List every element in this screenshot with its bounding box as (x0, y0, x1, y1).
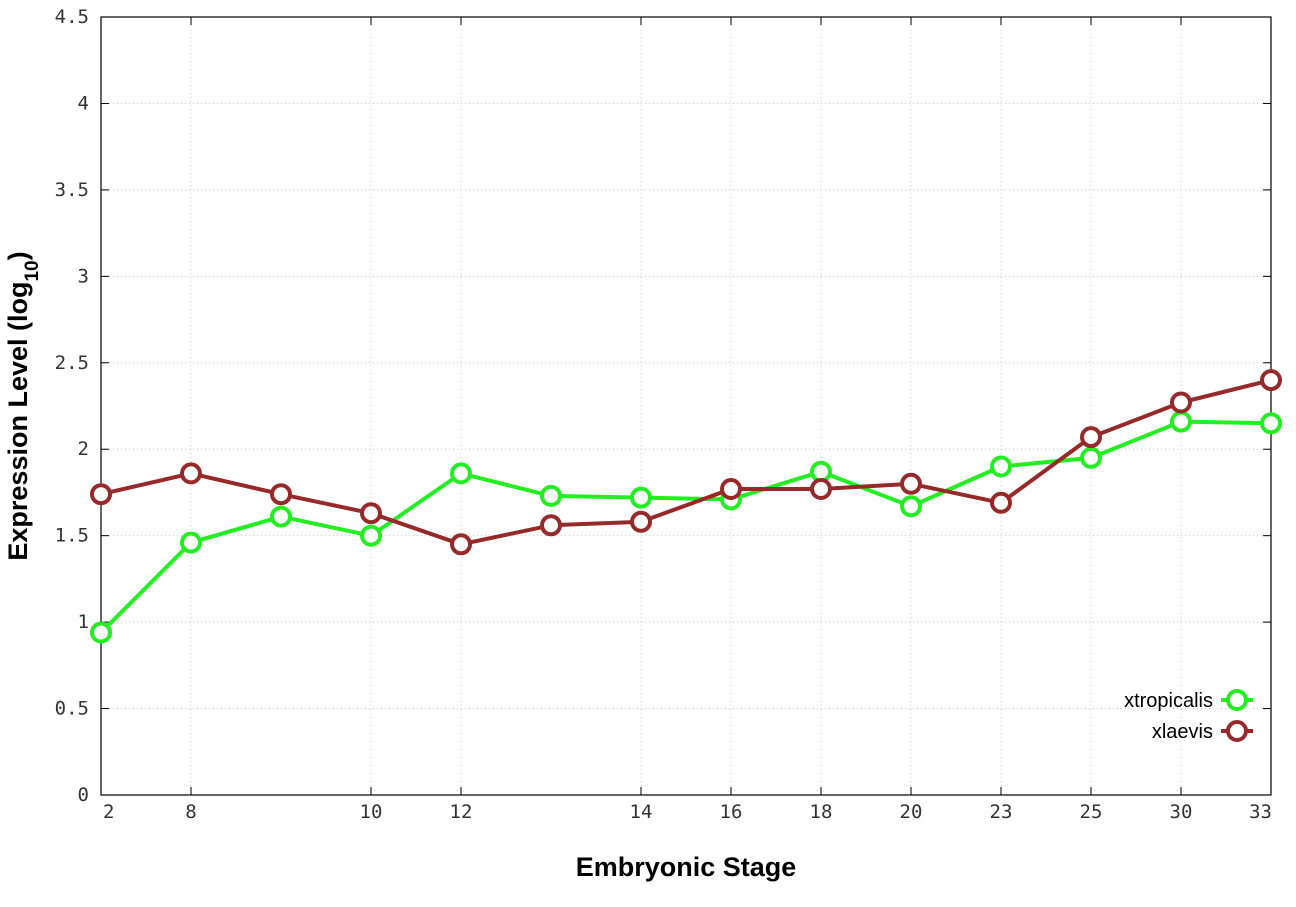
grid (101, 17, 1271, 795)
x-tick-label: 30 (1170, 801, 1193, 823)
legend-label-xtropicalis: xtropicalis (1124, 690, 1213, 712)
data-point-xtropicalis (1080, 446, 1102, 469)
y-tick-label: 4.5 (55, 6, 89, 28)
y-axis-title: Expression Level (log10) (3, 251, 43, 560)
plot-frame (100, 16, 1272, 796)
x-tick-label: 25 (1080, 801, 1103, 823)
data-point-xlaevis (990, 491, 1012, 514)
data-point-xtropicalis (1260, 412, 1282, 435)
series-xtropicalis (90, 410, 1282, 644)
series-line-xlaevis (100, 378, 1272, 547)
legend-marker-xtropicalis (1226, 689, 1248, 711)
series-layer (90, 369, 1282, 644)
x-tick-label: 23 (990, 801, 1013, 823)
y-tick-label: 2.5 (55, 352, 89, 374)
data-point-xtropicalis (900, 495, 922, 518)
series-xlaevis (90, 369, 1282, 556)
data-point-xlaevis (1170, 391, 1192, 414)
y-tick-label: 3.5 (55, 179, 89, 201)
data-point-xtropicalis (90, 621, 112, 644)
data-point-xlaevis (900, 472, 922, 495)
data-point-xlaevis (630, 510, 652, 533)
data-point-xlaevis (360, 502, 382, 525)
y-axis-title-subscript: 10 (22, 260, 43, 281)
y-tick-label: 1.5 (55, 525, 89, 547)
x-tick-label: 16 (720, 801, 743, 823)
data-point-xlaevis (810, 478, 832, 500)
legend-marker-xlaevis (1226, 720, 1248, 742)
axis-ticks: 0 0.5 1 1.5 2 2.5 3 3.5 4 4.5 2 8 10 12 14 16 18 20 23 25 30… (55, 6, 1272, 823)
data-point-xtropicalis (360, 524, 382, 547)
x-tick-label: 20 (900, 801, 923, 823)
data-point-xtropicalis (990, 455, 1012, 478)
x-tick-label: 8 (185, 801, 196, 823)
data-point-xlaevis (450, 533, 472, 556)
y-tick-label: 1 (78, 611, 89, 633)
data-point-xlaevis (540, 514, 562, 537)
x-tick-label: 12 (450, 801, 473, 823)
y-tick-label: 3 (78, 265, 89, 287)
y-axis-title-close: ) (3, 251, 33, 260)
x-tick-label: 10 (360, 801, 383, 823)
y-tick-label: 0 (78, 784, 89, 806)
x-tick-label: 33 (1249, 801, 1272, 823)
data-point-xtropicalis (540, 484, 562, 507)
data-point-xlaevis (1260, 369, 1282, 392)
data-point-xlaevis (180, 462, 202, 485)
x-tick-label: 18 (810, 801, 833, 823)
data-point-xtropicalis (270, 505, 292, 528)
y-tick-label: 2 (78, 438, 89, 460)
x-axis-title: Embryonic Stage (576, 852, 797, 882)
y-axis-title-main: Expression Level (log (3, 282, 33, 561)
series-line-xtropicalis (99, 419, 1272, 634)
data-point-xtropicalis (180, 531, 202, 554)
y-tick-label: 4 (78, 92, 89, 114)
data-point-xlaevis (90, 483, 112, 506)
x-tick-label: 14 (630, 801, 653, 823)
data-point-xlaevis (270, 483, 292, 506)
data-point-xlaevis (1080, 426, 1102, 449)
data-point-xlaevis (720, 478, 742, 500)
legend: xtropicalis xlaevis (1124, 689, 1253, 743)
data-point-xtropicalis (450, 462, 472, 485)
data-point-xtropicalis (630, 486, 652, 509)
y-tick-label: 0.5 (55, 698, 89, 720)
legend-label-xlaevis: xlaevis (1152, 721, 1213, 743)
data-point-xtropicalis (1170, 410, 1192, 433)
x-tick-label: 2 (103, 801, 114, 823)
